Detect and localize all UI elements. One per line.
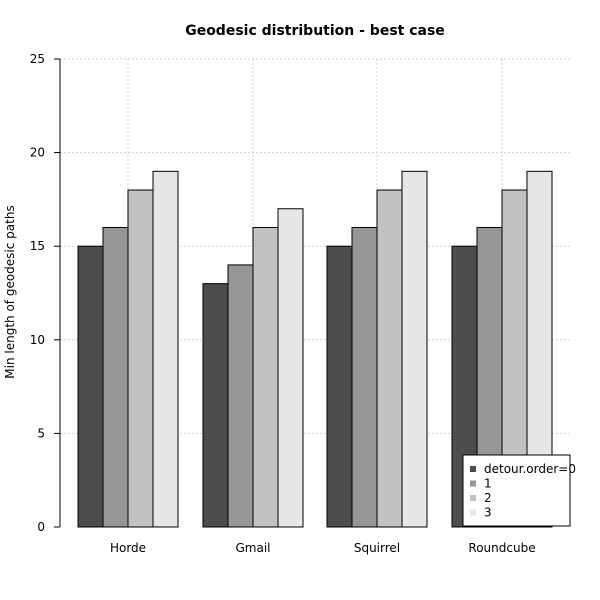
- bar-gmail-series-1: [227, 264, 254, 528]
- y-tick-label: 15: [30, 239, 45, 253]
- bar-squirrel-series-2: [376, 189, 403, 528]
- y-axis-label: Min length of geodesic paths: [3, 205, 17, 378]
- legend-label: 2: [484, 491, 492, 505]
- y-tick-label: 5: [37, 426, 45, 440]
- legend-label: 1: [484, 477, 492, 491]
- x-tick-label: Squirrel: [354, 541, 400, 555]
- legend-label: 3: [484, 506, 492, 520]
- bar-horde-series-0: [77, 245, 104, 528]
- bar-gmail-series-0: [202, 283, 229, 528]
- bar-gmail-series-2: [252, 226, 279, 528]
- x-tick-label: Gmail: [235, 541, 270, 555]
- bar-horde-series-2: [127, 189, 154, 528]
- bar-squirrel-series-0: [326, 245, 353, 528]
- y-tick-label: 0: [37, 520, 45, 534]
- legend-swatch: [470, 495, 476, 501]
- chart-title: Geodesic distribution - best case: [185, 23, 445, 39]
- x-tick-label: Roundcube: [468, 541, 535, 555]
- x-axis-tick-labels: Horde Gmail Squirrel Roundcube: [110, 541, 536, 555]
- bars: [77, 170, 553, 528]
- legend-box: [462, 454, 571, 527]
- bar-horde-series-1: [102, 226, 129, 528]
- legend-swatch: [470, 509, 476, 516]
- legend-swatch: [470, 466, 476, 472]
- bar-squirrel-series-3: [401, 170, 428, 528]
- y-tick-label: 10: [30, 333, 45, 347]
- bar-horde-series-3: [152, 170, 179, 528]
- x-tick-label: Horde: [110, 541, 146, 555]
- y-tick-label: 25: [30, 52, 45, 66]
- bar-gmail-series-3: [277, 208, 304, 528]
- legend-swatch: [470, 480, 476, 487]
- y-axis: 0 5 10 15 20 25: [30, 52, 61, 534]
- legend-label: detour.order=0: [484, 462, 576, 476]
- bar-squirrel-series-1: [351, 226, 378, 528]
- y-tick-label: 20: [30, 146, 45, 160]
